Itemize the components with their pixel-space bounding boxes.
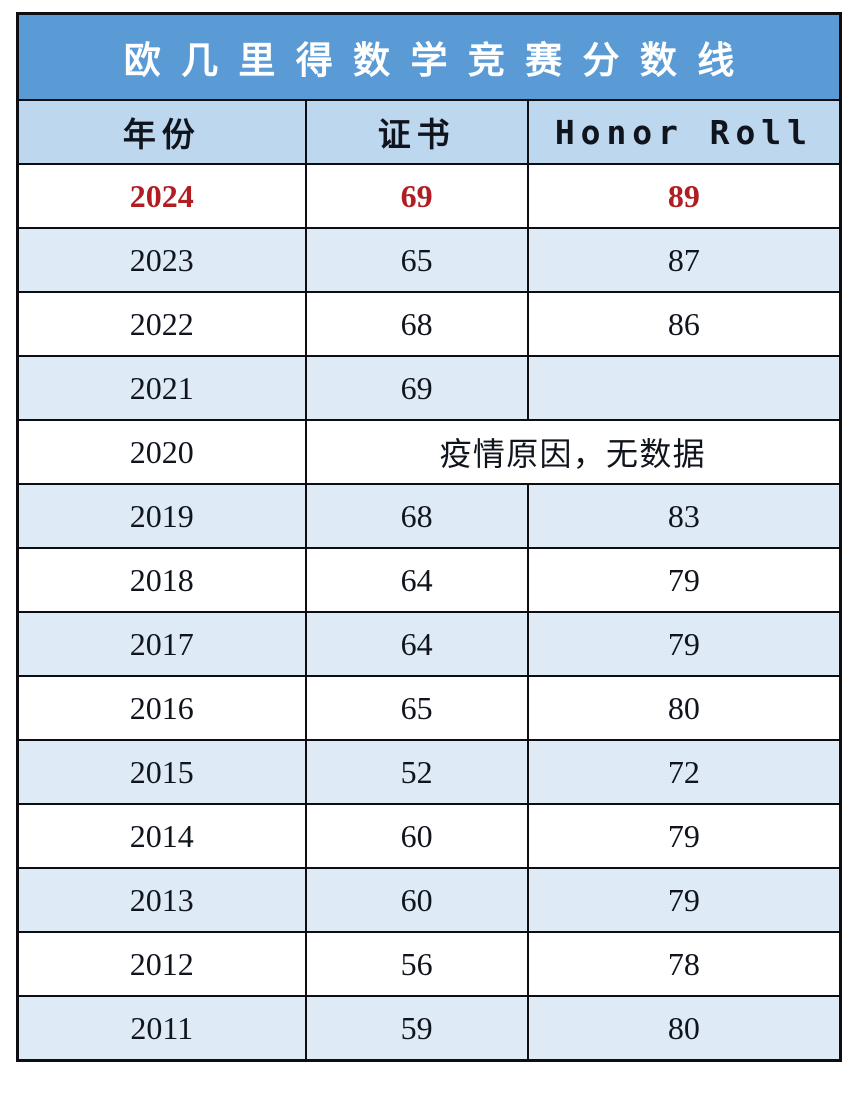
header-row: 年份 证书 Honor Roll bbox=[16, 99, 842, 165]
honor-roll-cell: 79 bbox=[526, 803, 842, 869]
table-row-2017: 2017 64 79 bbox=[16, 611, 842, 677]
honor-roll-cell-empty bbox=[526, 355, 842, 421]
certificate-cell: 59 bbox=[304, 995, 529, 1062]
honor-roll-cell: 72 bbox=[526, 739, 842, 805]
certificate-cell: 64 bbox=[304, 611, 529, 677]
certificate-cell: 68 bbox=[304, 483, 529, 549]
table-row-2018: 2018 64 79 bbox=[16, 547, 842, 613]
year-cell: 2015 bbox=[16, 739, 307, 805]
honor-roll-cell: 80 bbox=[526, 675, 842, 741]
honor-roll-cell: 87 bbox=[526, 227, 842, 293]
title-row: 欧几里得数学竞赛分数线 bbox=[16, 12, 842, 101]
table-row-2015: 2015 52 72 bbox=[16, 739, 842, 805]
euclid-score-table: 欧几里得数学竞赛分数线 年份 证书 Honor Roll 2024 69 89 … bbox=[16, 12, 842, 1062]
honor-roll-cell: 89 bbox=[526, 163, 842, 229]
honor-roll-cell: 86 bbox=[526, 291, 842, 357]
certificate-cell: 65 bbox=[304, 675, 529, 741]
table-row-2011: 2011 59 80 bbox=[16, 995, 842, 1062]
year-cell: 2021 bbox=[16, 355, 307, 421]
year-cell: 2024 bbox=[16, 163, 307, 229]
honor-roll-cell: 79 bbox=[526, 611, 842, 677]
table-row-2022: 2022 68 86 bbox=[16, 291, 842, 357]
table-row-2014: 2014 60 79 bbox=[16, 803, 842, 869]
table-title: 欧几里得数学竞赛分数线 bbox=[16, 12, 842, 101]
year-cell: 2014 bbox=[16, 803, 307, 869]
table-row-2023: 2023 65 87 bbox=[16, 227, 842, 293]
year-cell: 2016 bbox=[16, 675, 307, 741]
year-cell: 2022 bbox=[16, 291, 307, 357]
table-row-2012: 2012 56 78 bbox=[16, 931, 842, 997]
year-cell: 2020 bbox=[16, 419, 307, 485]
honor-roll-cell: 83 bbox=[526, 483, 842, 549]
table-row-2016: 2016 65 80 bbox=[16, 675, 842, 741]
certificate-cell: 52 bbox=[304, 739, 529, 805]
table-row-2020: 2020 疫情原因，无数据 bbox=[16, 419, 842, 485]
year-cell: 2012 bbox=[16, 931, 307, 997]
no-data-note-cell: 疫情原因，无数据 bbox=[304, 419, 842, 485]
honor-roll-cell: 78 bbox=[526, 931, 842, 997]
honor-roll-cell: 80 bbox=[526, 995, 842, 1062]
year-cell: 2017 bbox=[16, 611, 307, 677]
year-cell: 2018 bbox=[16, 547, 307, 613]
certificate-cell: 60 bbox=[304, 867, 529, 933]
year-cell: 2019 bbox=[16, 483, 307, 549]
table-row-2024: 2024 69 89 bbox=[16, 163, 842, 229]
certificate-cell: 65 bbox=[304, 227, 529, 293]
year-cell: 2011 bbox=[16, 995, 307, 1062]
honor-roll-cell: 79 bbox=[526, 547, 842, 613]
certificate-cell: 60 bbox=[304, 803, 529, 869]
year-cell: 2023 bbox=[16, 227, 307, 293]
certificate-cell: 56 bbox=[304, 931, 529, 997]
certificate-cell: 68 bbox=[304, 291, 529, 357]
table-row-2013: 2013 60 79 bbox=[16, 867, 842, 933]
column-header-year: 年份 bbox=[16, 99, 307, 165]
table-row-2021: 2021 69 bbox=[16, 355, 842, 421]
certificate-cell: 64 bbox=[304, 547, 529, 613]
column-header-honor-roll: Honor Roll bbox=[526, 99, 842, 165]
honor-roll-cell: 79 bbox=[526, 867, 842, 933]
certificate-cell: 69 bbox=[304, 163, 529, 229]
table-row-2019: 2019 68 83 bbox=[16, 483, 842, 549]
year-cell: 2013 bbox=[16, 867, 307, 933]
certificate-cell: 69 bbox=[304, 355, 529, 421]
column-header-certificate: 证书 bbox=[304, 99, 529, 165]
